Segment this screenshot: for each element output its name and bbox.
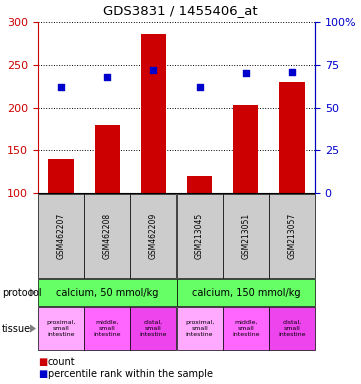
Point <box>58 84 64 90</box>
Text: GSM213045: GSM213045 <box>195 213 204 259</box>
Text: calcium, 50 mmol/kg: calcium, 50 mmol/kg <box>56 288 158 298</box>
Text: proximal,
small
intestine: proximal, small intestine <box>47 320 76 337</box>
Text: ■: ■ <box>38 369 47 379</box>
Text: GSM213057: GSM213057 <box>287 213 296 259</box>
Bar <box>48 159 74 193</box>
Text: calcium, 150 mmol/kg: calcium, 150 mmol/kg <box>191 288 300 298</box>
Text: distal,
small
intestine: distal, small intestine <box>140 320 167 337</box>
Text: GSM462207: GSM462207 <box>57 213 66 259</box>
Bar <box>233 105 258 193</box>
Text: GSM462209: GSM462209 <box>149 213 158 259</box>
Polygon shape <box>30 324 36 333</box>
Text: count: count <box>48 357 75 367</box>
Bar <box>141 34 166 193</box>
Text: GDS3831 / 1455406_at: GDS3831 / 1455406_at <box>103 4 258 17</box>
Bar <box>187 176 212 193</box>
Point <box>151 67 156 73</box>
Text: protocol: protocol <box>2 288 42 298</box>
Point <box>197 84 203 90</box>
Text: percentile rank within the sample: percentile rank within the sample <box>48 369 213 379</box>
Text: GSM213051: GSM213051 <box>241 213 250 259</box>
Polygon shape <box>30 288 36 297</box>
Text: proximal,
small
intestine: proximal, small intestine <box>185 320 214 337</box>
Point <box>243 70 249 76</box>
Text: middle,
small
intestine: middle, small intestine <box>93 320 121 337</box>
Text: distal,
small
intestine: distal, small intestine <box>278 320 306 337</box>
Point <box>104 74 110 80</box>
Text: tissue: tissue <box>2 323 31 333</box>
Text: ■: ■ <box>38 357 47 367</box>
Point <box>289 68 295 74</box>
Text: middle,
small
intestine: middle, small intestine <box>232 320 260 337</box>
Bar <box>95 124 120 193</box>
Text: GSM462208: GSM462208 <box>103 213 112 259</box>
Bar <box>279 82 305 193</box>
